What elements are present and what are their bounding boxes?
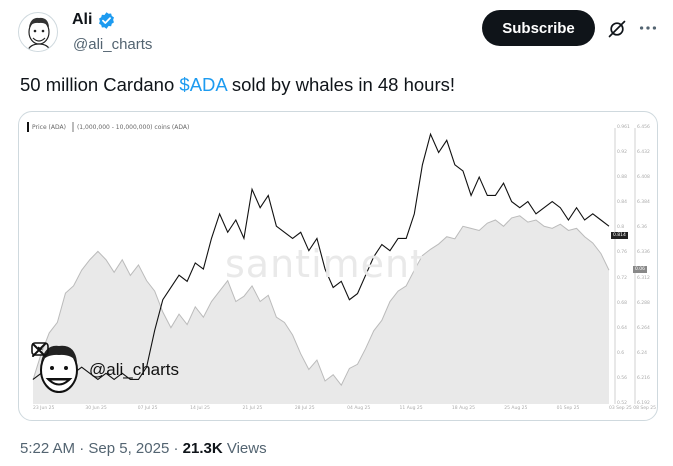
y-tick-label-holdings: 6.192 [637, 401, 650, 406]
santiment-watermark: santiment [225, 242, 427, 286]
x-tick-label: 21 Jul 25 [242, 406, 263, 411]
legend-swatch-price [27, 122, 29, 132]
tweet-text-before: 50 million Cardano [20, 74, 180, 95]
views-label: Views [226, 440, 267, 457]
brand-avatar-icon [40, 345, 78, 393]
tweet-header: Ali @ali_charts Subscribe [0, 0, 673, 64]
footer-sep-1: · [79, 440, 85, 457]
legend-item-price: Price (ADA) [32, 123, 66, 131]
grok-icon[interactable] [607, 19, 627, 39]
x-tick-label: 25 Aug 25 [504, 406, 528, 411]
tweet-footer: 5:22 AM · Sep 5, 2025 · 21.3K Views [20, 440, 267, 457]
footer-sep-2: · [173, 440, 179, 457]
x-tick-label: 18 Aug 25 [451, 406, 476, 411]
y-tick-label-holdings: 6.456 [637, 125, 650, 130]
price-series-line [32, 132, 610, 381]
x-tick-label: 14 Jul 25 [190, 406, 210, 411]
y-tick-label-holdings: 6.384 [637, 200, 650, 206]
y-tick-label-holdings: 6.288 [637, 300, 650, 306]
youtube-icon [31, 342, 49, 356]
holdings-area [33, 215, 609, 404]
y-tick-label-price: 0.84 [617, 200, 628, 206]
x-tick-label: 30 Jun 25 [85, 406, 107, 411]
y-tick-label-holdings: 6.312 [637, 275, 650, 281]
author-name[interactable]: Ali [72, 11, 93, 28]
author-avatar[interactable] [18, 12, 58, 52]
y-tick-label-price: 0.64 [617, 325, 628, 331]
y-tick-label-price: 0.8 [617, 225, 625, 231]
views-count: 21.3K [182, 440, 223, 457]
brand-handle: @ali_charts [89, 360, 180, 379]
y-tick-label-holdings: 6.336 [637, 250, 650, 256]
holdings-current-tag: 0.06 [633, 266, 648, 273]
tweet-media-chart[interactable]: Price (ADA) (1,000,000 - 10,000,000) coi… [18, 111, 658, 421]
y-tick-label-price: 0.72 [617, 275, 628, 281]
author-handle[interactable]: @ali_charts [73, 36, 153, 53]
x-tick-label: 01 Sep 25 [556, 406, 580, 411]
holdings-series-line [32, 215, 610, 387]
x-tick-label: 11 Aug 25 [399, 406, 423, 411]
chart-legend: Price (ADA) (1,000,000 - 10,000,000) coi… [27, 120, 195, 134]
chart-plot [32, 128, 636, 404]
x-tick-label: 07 Jul 25 [137, 406, 158, 411]
y-tick-label-price: 0.56 [617, 375, 628, 381]
x-tick-label: 03 Sep 25 08 Sep 25 [609, 406, 657, 411]
subscribe-button[interactable]: Subscribe [482, 10, 595, 46]
y-tick-label-holdings: 6.264 [637, 325, 650, 331]
y-tick-label-price: 0.961 [617, 125, 630, 130]
y-tick-label-holdings: 6.24 [637, 350, 648, 356]
avatar-illustration [26, 17, 52, 51]
y-tick-label-holdings: 6.36 [637, 225, 648, 231]
x-axis-labels: 23 Jun 25 30 Jun 25 07 Jul 25 14 Jul 25 21 J… [33, 406, 656, 416]
y-tick-label-price: 0.52 [617, 401, 628, 406]
tweet-time[interactable]: 5:22 AM [20, 440, 76, 457]
more-options-icon[interactable] [637, 17, 659, 39]
price-current-tag: 0.814 [611, 232, 628, 239]
legend-item-holdings: (1,000,000 - 10,000,000) coins (ADA) [76, 123, 190, 131]
y-tick-label-holdings: 6.408 [637, 175, 650, 181]
legend-swatch-holdings [71, 122, 74, 132]
tweet-date[interactable]: Sep 5, 2025 [88, 440, 170, 457]
tweet-text: 50 million Cardano $ADA sold by whales i… [20, 74, 455, 96]
x-tick-label: 23 Jun 25 [33, 406, 55, 411]
x-tick-label: 04 Aug 25 [347, 406, 371, 411]
y-tick-label-price: 0.88 [617, 175, 628, 181]
y-tick-label-holdings: 6.216 [637, 375, 650, 381]
x-tick-label: 28 Jul 25 [294, 406, 315, 411]
y-tick-label-price: 0.92 [617, 150, 628, 156]
cashtag-link[interactable]: $ADA [179, 74, 227, 95]
y-tick-label-price: 0.76 [617, 250, 628, 256]
y-tick-label-price: 0.68 [617, 300, 628, 306]
verified-badge-icon [99, 12, 114, 29]
y-tick-label-holdings: 6.432 [637, 150, 650, 156]
brand-overlay: @ali_charts [31, 342, 191, 414]
tweet-text-after: sold by whales in 48 hours! [226, 74, 456, 95]
y-tick-label-price: 0.6 [617, 350, 625, 356]
